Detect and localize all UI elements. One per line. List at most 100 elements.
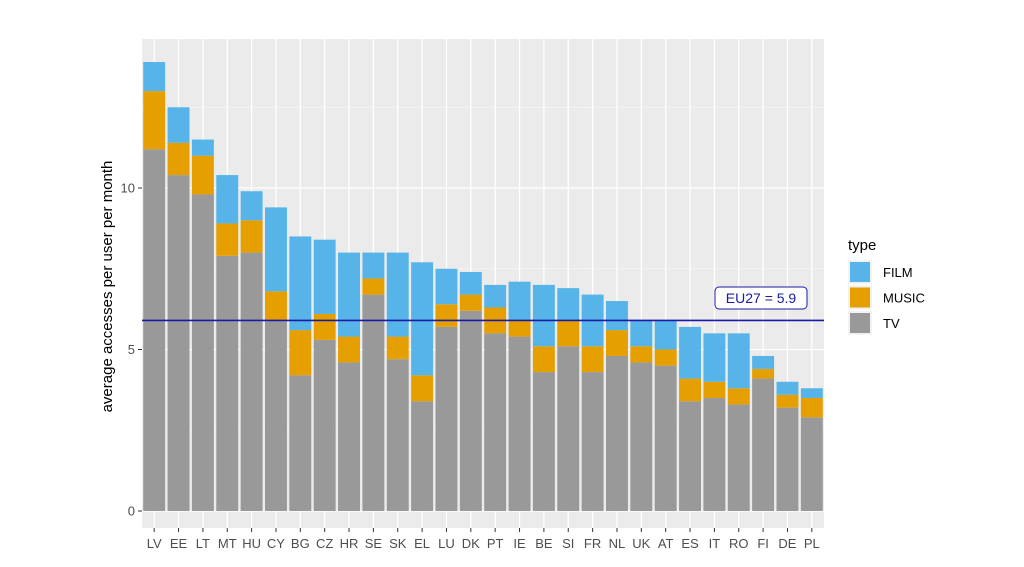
bar-DK-film (459, 271, 482, 295)
legend-swatch-tv (850, 313, 870, 333)
bar-IT-film (703, 333, 726, 382)
bar-FI-tv (752, 378, 775, 511)
legend: type FILM MUSIC TV (848, 237, 925, 335)
x-tick-label-RO: RO (729, 536, 749, 551)
bar-FR-music (581, 346, 604, 373)
bar-HU-music (240, 220, 263, 253)
bar-IT-music (703, 381, 726, 398)
bar-HR-film (338, 252, 360, 337)
x-tick-label-UK: UK (632, 536, 650, 551)
bar-MT-film (216, 175, 239, 224)
bar-SK-tv (386, 359, 409, 511)
bar-HR-tv (338, 362, 360, 511)
bar-HU-film (240, 191, 263, 221)
bar-LT-tv (191, 194, 214, 511)
bar-LU-film (435, 268, 458, 305)
legend-title: type (848, 237, 876, 254)
legend-swatch-film (850, 262, 870, 282)
x-tick-label-AT: AT (658, 536, 674, 551)
bar-UK-music (630, 346, 653, 363)
bar-EE-tv (167, 175, 190, 511)
bar-IE-tv (508, 336, 531, 511)
bar-CZ-music (313, 313, 336, 340)
eu27-label-box (714, 286, 808, 310)
eu27-label: EU27 = 5.9 (726, 290, 797, 306)
x-tick-label-SE: SE (365, 536, 383, 551)
bar-AT-music (654, 349, 677, 366)
bar-PL-film (800, 388, 823, 398)
bar-UK-tv (630, 362, 653, 511)
bar-ES-tv (679, 401, 701, 511)
bar-EL-film (411, 262, 434, 376)
bar-LT-music (191, 155, 214, 195)
bar-SE-film (362, 252, 385, 279)
x-tick-label-CZ: CZ (316, 536, 333, 551)
x-tick-label-FR: FR (584, 536, 601, 551)
y-tick-label: 10 (121, 181, 135, 196)
bar-EE-music (167, 142, 190, 176)
bar-FI-film (752, 355, 775, 369)
x-tick-label-IE: IE (513, 536, 526, 551)
x-tick-label-HR: HR (340, 536, 359, 551)
bar-EL-music (411, 375, 434, 402)
legend-label-film: FILM (883, 265, 913, 280)
bar-CY-film (265, 207, 287, 292)
bar-IE-film (508, 281, 531, 321)
legend-swatch-music (850, 287, 870, 308)
x-tick-label-LU: LU (438, 536, 455, 551)
bar-NL-film (606, 301, 628, 331)
bar-BE-film (532, 284, 555, 347)
bar-SI-film (557, 288, 580, 321)
bar-BG-film (289, 236, 312, 331)
bar-RO-tv (727, 404, 750, 511)
x-tick-label-CY: CY (267, 536, 285, 551)
bar-MT-music (216, 223, 239, 256)
bar-DE-film (776, 381, 799, 395)
x-tick-label-PL: PL (804, 536, 820, 551)
bar-SI-tv (557, 346, 580, 511)
bar-DE-tv (776, 407, 799, 511)
reference-line-group: EU27 = 5.9 (142, 286, 824, 322)
bar-MT-tv (216, 255, 239, 511)
bar-LV-film (143, 62, 166, 92)
legend-label-tv: TV (883, 316, 900, 331)
bar-FI-music (752, 368, 775, 379)
bar-LV-music (143, 91, 166, 150)
x-tick-label-LT: LT (196, 536, 210, 551)
x-tick-label-EL: EL (414, 536, 430, 551)
bars (143, 62, 823, 512)
bar-DK-music (459, 294, 482, 311)
x-tick-label-EE: EE (170, 536, 188, 551)
x-tick-label-IT: IT (709, 536, 721, 551)
bar-IT-tv (703, 397, 726, 511)
bar-ES-film (679, 326, 701, 379)
x-tick-label-DE: DE (778, 536, 796, 551)
bar-RO-film (727, 333, 750, 389)
x-tick-label-DK: DK (462, 536, 480, 551)
bar-CZ-tv (313, 339, 336, 511)
bar-BG-music (289, 330, 312, 376)
x-tick-label-SK: SK (389, 536, 407, 551)
bar-LU-music (435, 304, 458, 327)
bar-SK-music (386, 336, 409, 360)
x-tick-label-BG: BG (291, 536, 310, 551)
bar-CY-music (265, 291, 287, 321)
bar-UK-film (630, 320, 653, 347)
bar-BE-tv (532, 372, 555, 511)
x-tick-label-BE: BE (535, 536, 553, 551)
bar-HU-tv (240, 252, 263, 511)
x-tick-label-PT: PT (487, 536, 504, 551)
x-tick-label-ES: ES (681, 536, 699, 551)
bar-PL-music (800, 397, 823, 418)
x-tick-label-NL: NL (609, 536, 626, 551)
bar-RO-music (727, 388, 750, 405)
bar-EE-film (167, 107, 190, 143)
x-axis: LV EE LT MT HU CY BG CZ HR SE SK EL LU DK PT IE BE SI FR NL… (147, 528, 820, 551)
bar-PT-film (484, 284, 507, 308)
x-tick-label-FI: FI (757, 536, 769, 551)
legend-label-music: MUSIC (883, 291, 925, 306)
bar-CZ-film (313, 239, 336, 314)
bar-NL-music (606, 330, 628, 356)
bar-SK-film (386, 252, 409, 337)
bar-DK-tv (459, 310, 482, 511)
